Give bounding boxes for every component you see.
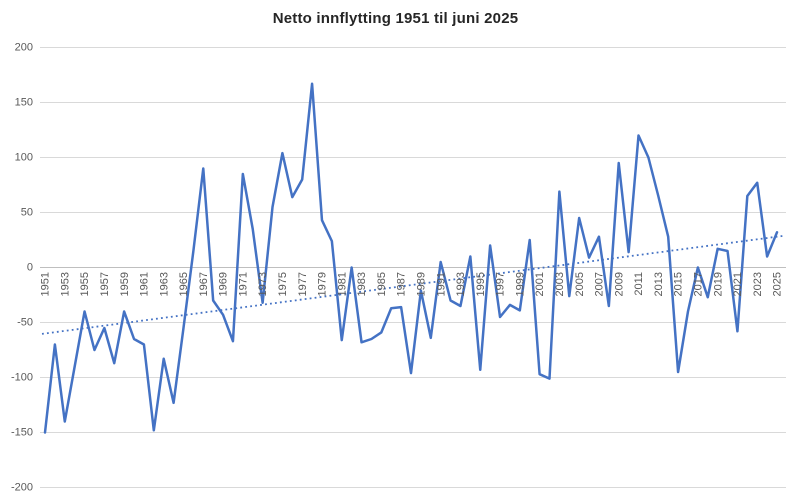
x-tick-label: 1969	[218, 272, 230, 296]
x-tick-label: 2009	[613, 272, 625, 296]
x-tick-label: 1991	[435, 272, 447, 296]
x-tick-label: 1987	[396, 272, 408, 296]
x-tick-label: 2025	[772, 272, 784, 296]
y-tick-label: 200	[15, 41, 33, 53]
x-tick-label: 2023	[752, 272, 764, 296]
net-migration-series-line	[43, 82, 779, 434]
x-tick-label: 1959	[119, 272, 131, 296]
x-tick-label: 1973	[257, 272, 269, 296]
y-tick-label: -100	[11, 371, 33, 383]
y-tick-label: -150	[11, 426, 33, 438]
x-tick-label: 2017	[692, 272, 704, 296]
y-tick-label: 150	[15, 96, 33, 108]
chart-title: Netto innflytting 1951 til juni 2025	[272, 10, 519, 27]
x-tick-label: 1993	[455, 272, 467, 296]
x-tick-label: 2013	[653, 272, 665, 296]
x-tick-label: 1989	[416, 272, 428, 296]
x-tick-label: 2003	[554, 272, 566, 296]
x-tick-label: 1997	[495, 272, 507, 296]
x-tick-label: 2005	[574, 272, 586, 296]
x-tick-label: 2021	[732, 272, 744, 296]
x-tick-label: 1953	[59, 272, 71, 296]
x-tick-label: 1957	[99, 272, 111, 296]
x-tick-label: 1961	[139, 272, 151, 296]
x-tick-label: 1985	[376, 272, 388, 296]
x-tick-label: 2019	[712, 272, 724, 296]
x-tick-label: 1971	[237, 272, 249, 296]
x-tick-label: 2001	[534, 272, 546, 296]
x-tick-label: 1981	[336, 272, 348, 296]
x-tick-label: 1965	[178, 272, 190, 296]
x-tick-label: 1955	[79, 272, 91, 296]
x-tick-label: 1983	[356, 272, 368, 296]
x-tick-label: 1967	[198, 272, 210, 296]
x-tick-label: 2011	[633, 272, 645, 296]
x-tick-label: 1999	[514, 272, 526, 296]
x-tick-label: 1977	[297, 272, 309, 296]
x-tick-label: 1979	[317, 272, 329, 296]
x-tick-label: 1951	[40, 272, 52, 296]
x-tick-label: 1975	[277, 272, 289, 296]
x-tick-label: 2007	[594, 272, 606, 296]
y-tick-label: 100	[15, 151, 33, 163]
x-tick-label: 1995	[475, 272, 487, 296]
y-tick-label: -50	[17, 316, 33, 328]
y-tick-label: 0	[27, 261, 33, 273]
x-tick-label: 2015	[673, 272, 685, 296]
y-tick-label: -200	[11, 481, 33, 493]
y-tick-label: 50	[21, 206, 33, 218]
x-tick-label: 1963	[158, 272, 170, 296]
